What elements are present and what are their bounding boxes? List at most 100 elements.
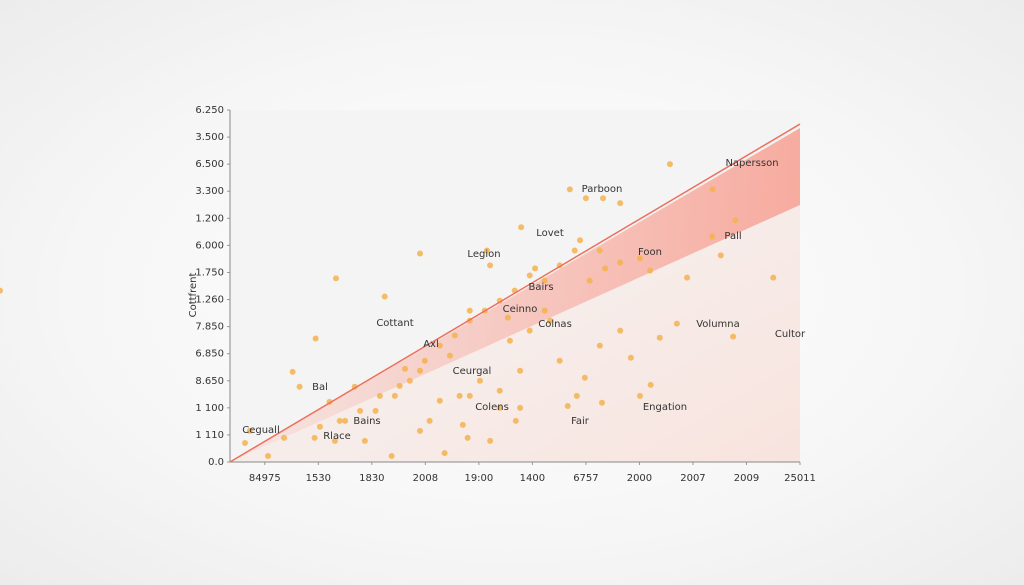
point	[709, 233, 716, 240]
point	[281, 434, 288, 441]
point	[0, 287, 3, 294]
point	[666, 161, 673, 168]
point	[402, 365, 409, 372]
point	[496, 387, 503, 394]
point	[647, 267, 654, 274]
point	[421, 357, 428, 364]
point	[391, 392, 398, 399]
point	[487, 437, 494, 444]
point	[556, 357, 563, 364]
point	[596, 342, 603, 349]
point	[436, 397, 443, 404]
point	[573, 392, 580, 399]
x-tick-label: 2000	[627, 473, 652, 484]
point	[596, 247, 603, 254]
point	[357, 407, 364, 414]
point	[487, 262, 494, 269]
point	[732, 217, 739, 224]
point	[456, 392, 463, 399]
point	[381, 293, 388, 300]
point	[376, 392, 383, 399]
point	[342, 417, 349, 424]
y-tick-label: 6.000	[195, 240, 224, 251]
x-tick-label: 2009	[734, 473, 759, 484]
point	[636, 392, 643, 399]
point	[417, 427, 423, 434]
point	[289, 368, 296, 375]
x-tick-label: 2008	[413, 473, 438, 484]
point	[684, 274, 691, 281]
point	[547, 317, 554, 324]
point	[526, 327, 533, 334]
point	[265, 453, 271, 460]
point	[627, 354, 634, 361]
point	[388, 453, 395, 460]
point	[617, 200, 624, 207]
y-tick-label: 1.200	[195, 213, 224, 224]
point	[517, 367, 524, 374]
y-tick-label: 1.750	[195, 267, 224, 278]
point	[577, 237, 584, 244]
point	[426, 417, 433, 424]
point	[571, 247, 578, 254]
x-tick-label: 84975	[249, 473, 281, 484]
point	[709, 186, 716, 193]
point	[673, 320, 680, 327]
point	[483, 247, 490, 254]
annotation: Cottant	[376, 318, 413, 329]
annotation: Rlace	[323, 431, 351, 442]
point	[441, 450, 448, 457]
point	[459, 421, 466, 428]
annotation: Fair	[571, 416, 590, 427]
annotation: Bairs	[528, 282, 553, 293]
x-tick-label: 1830	[359, 473, 384, 484]
point	[581, 374, 588, 381]
annotation: Foon	[638, 247, 662, 258]
point	[564, 402, 571, 409]
point	[504, 314, 511, 321]
y-axis-label: Cottfrent	[188, 273, 199, 318]
point	[436, 342, 443, 349]
annotation: Ceinno	[503, 304, 538, 315]
point	[417, 250, 423, 257]
annotation: Ceguall	[242, 425, 280, 436]
y-tick-label: 8.650	[195, 376, 224, 387]
point	[602, 265, 609, 272]
point	[717, 252, 724, 259]
point	[517, 404, 524, 411]
annotation: Bains	[353, 416, 380, 427]
point	[586, 277, 593, 284]
trend-line	[229, 123, 801, 463]
annotation: Colnas	[538, 319, 572, 330]
confidence-band	[230, 128, 800, 462]
annotation: Volumna	[696, 319, 740, 330]
y-tick-label: 3.300	[195, 186, 224, 197]
x-tick-label: 1530	[306, 473, 331, 484]
point	[600, 195, 607, 202]
x-tick-label: 1400	[520, 473, 545, 484]
annotation: Engation	[643, 402, 687, 413]
point	[466, 392, 473, 399]
point	[526, 272, 533, 279]
annotation: Axl	[423, 339, 439, 350]
point	[541, 307, 548, 314]
point	[518, 224, 525, 231]
y-tick-label: 6.250	[195, 105, 224, 116]
point	[598, 399, 605, 406]
point	[406, 377, 413, 384]
y-tick-label: 1 100	[195, 403, 224, 414]
annotation: Cultor	[775, 329, 806, 340]
point	[466, 307, 473, 314]
point	[464, 434, 471, 441]
point	[241, 440, 248, 447]
point	[396, 382, 403, 389]
point	[331, 437, 338, 444]
point	[656, 334, 663, 341]
point	[372, 407, 379, 414]
annotation: Bal	[312, 382, 328, 393]
point	[617, 259, 624, 266]
point	[506, 337, 513, 344]
point	[451, 332, 458, 339]
